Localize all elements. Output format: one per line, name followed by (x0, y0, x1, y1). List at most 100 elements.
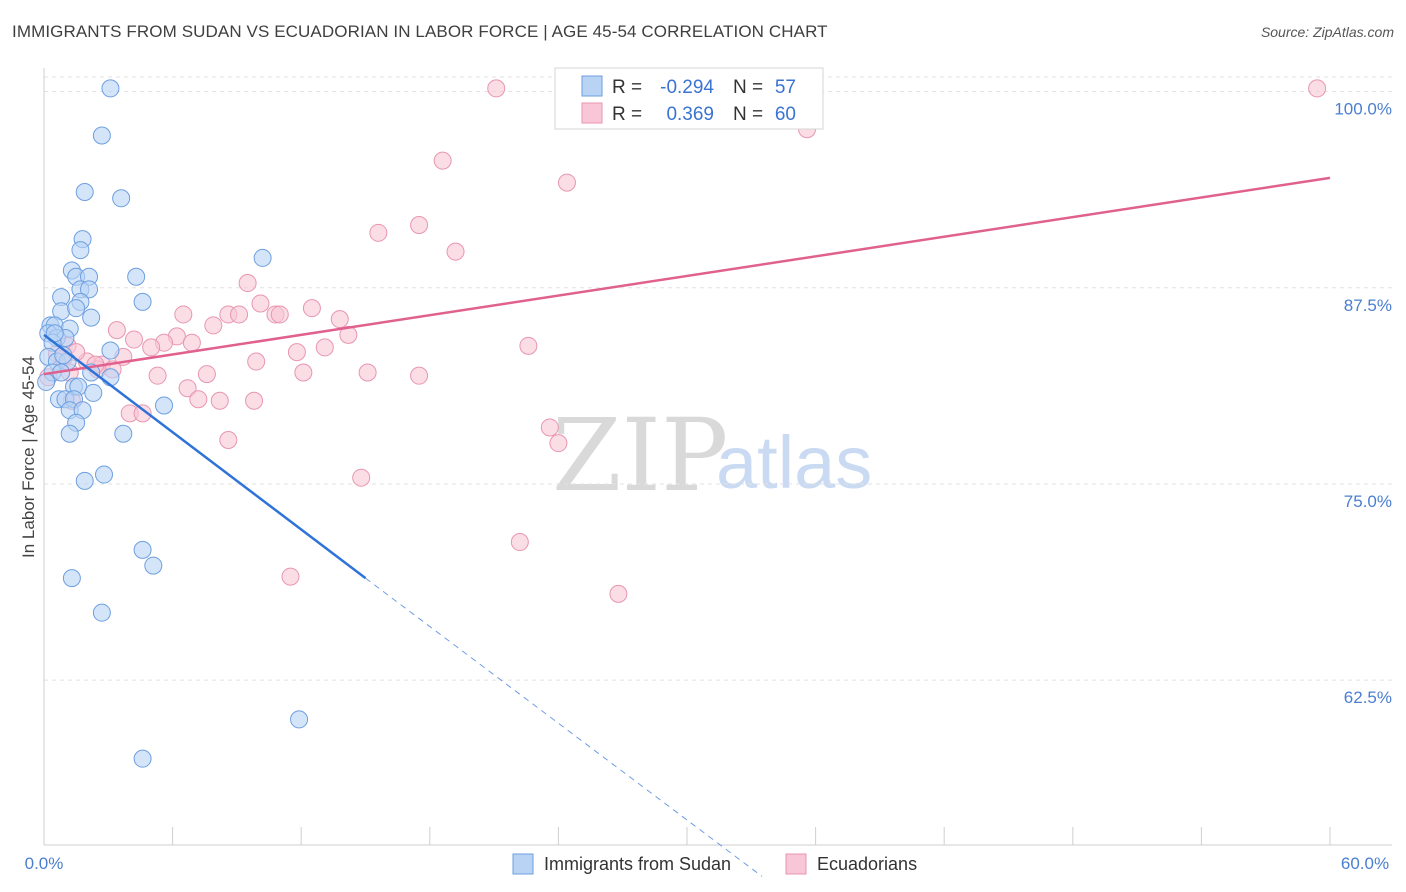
y-axis-label: In Labor Force | Age 45-54 (19, 356, 38, 558)
point-ecuadorians (540, 418, 559, 437)
point-ecuadorians (510, 533, 529, 552)
point-sudan (114, 424, 133, 443)
legend-n-value-pink: 60 (775, 104, 796, 125)
point-ecuadorians (251, 294, 270, 313)
point-ecuadorians (219, 431, 238, 450)
point-ecuadorians (369, 223, 388, 242)
point-ecuadorians (287, 343, 306, 362)
point-sudan (144, 556, 163, 575)
point-ecuadorians (302, 299, 321, 318)
bottom-legend-swatch-blue (512, 853, 534, 875)
point-ecuadorians (125, 330, 144, 349)
point-ecuadorians (352, 468, 371, 487)
point-ecuadorians (281, 567, 300, 586)
y-tick-label: 62.5% (1344, 688, 1392, 707)
point-sudan (112, 189, 131, 208)
point-ecuadorians (107, 321, 126, 340)
chart-title: IMMIGRANTS FROM SUDAN VS ECUADORIAN IN L… (12, 22, 828, 41)
point-ecuadorians (133, 404, 152, 423)
point-ecuadorians (182, 333, 201, 352)
point-ecuadorians (245, 391, 264, 410)
point-ecuadorians (315, 338, 334, 357)
point-sudan (127, 267, 146, 286)
point-ecuadorians (549, 434, 568, 453)
point-sudan (75, 183, 94, 202)
point-ecuadorians (270, 305, 289, 324)
point-sudan (101, 341, 120, 360)
point-ecuadorians (519, 336, 538, 355)
point-ecuadorians (330, 310, 349, 329)
series-ecuadorians (39, 79, 1327, 603)
trend-line-sudan-extrapolated (365, 577, 763, 877)
watermark-atlas: atlas (716, 421, 872, 504)
x-ticks (43, 827, 1331, 845)
legend-r-value-blue: -0.294 (660, 77, 714, 98)
point-ecuadorians (178, 379, 197, 398)
bottom-legend-swatch-pink (785, 853, 807, 875)
trend-line-sudan (43, 333, 367, 580)
point-ecuadorians (189, 390, 208, 409)
point-ecuadorians (410, 366, 429, 385)
point-sudan (92, 126, 111, 145)
point-ecuadorians (446, 242, 465, 261)
legend-r-label-blue: R = (612, 77, 642, 98)
point-ecuadorians (247, 352, 266, 371)
chart-source: Source: ZipAtlas.com (1260, 24, 1394, 40)
point-ecuadorians (204, 316, 223, 335)
legend-swatch-pink (581, 102, 603, 124)
legend-n-label-pink: N = (733, 104, 763, 125)
point-ecuadorians (197, 365, 216, 384)
point-sudan (92, 603, 111, 622)
point-sudan (101, 368, 120, 387)
point-sudan (290, 710, 309, 729)
point-ecuadorians (487, 79, 506, 98)
point-ecuadorians (210, 391, 229, 410)
point-sudan (133, 749, 152, 768)
point-ecuadorians (174, 305, 193, 324)
point-sudan (62, 569, 81, 588)
series-immigrants-from-sudan (37, 79, 309, 768)
gridlines (44, 76, 1392, 681)
correlation-legend: R = -0.294 N = 57 R = 0.369 N = 60 (554, 67, 824, 130)
point-ecuadorians (358, 363, 377, 382)
point-sudan (253, 248, 272, 267)
point-sudan (37, 372, 56, 391)
point-ecuadorians (609, 584, 628, 603)
point-sudan (82, 308, 101, 327)
trend-lines (43, 176, 1331, 877)
point-ecuadorians (339, 325, 358, 344)
point-sudan (60, 424, 79, 443)
trend-line-ecuadorians (43, 176, 1331, 376)
point-sudan (133, 292, 152, 311)
point-ecuadorians (230, 305, 249, 324)
point-ecuadorians (142, 338, 161, 357)
legend-r-label-pink: R = (612, 104, 642, 125)
point-ecuadorians (433, 151, 452, 170)
point-sudan (67, 299, 86, 318)
y-tick-label: 75.0% (1344, 492, 1392, 511)
point-sudan (80, 280, 99, 299)
point-sudan (155, 396, 174, 415)
watermark-zip: ZIP (552, 397, 728, 514)
point-sudan (84, 383, 103, 402)
point-ecuadorians (294, 363, 313, 382)
x-tick-label-min: 0.0% (25, 854, 64, 873)
legend-r-value-pink: 0.369 (666, 104, 714, 125)
legend-n-label-blue: N = (733, 77, 763, 98)
point-sudan (75, 471, 94, 490)
point-sudan (101, 79, 120, 98)
bottom-legend-label-ecuadorians: Ecuadorians (817, 854, 917, 874)
point-sudan (133, 540, 152, 559)
legend-swatch-blue (581, 75, 603, 97)
legend-n-value-blue: 57 (775, 77, 796, 98)
point-ecuadorians (410, 215, 429, 234)
point-ecuadorians (238, 274, 257, 293)
axes (43, 68, 1392, 846)
x-tick-label-max: 60.0% (1341, 854, 1389, 873)
bottom-legend-label-sudan: Immigrants from Sudan (544, 854, 731, 874)
point-ecuadorians (557, 173, 576, 192)
y-tick-labels: 62.5% 75.0% 87.5% 100.0% (1334, 100, 1392, 708)
point-ecuadorians (1308, 79, 1327, 98)
y-tick-label: 100.0% (1334, 100, 1392, 119)
